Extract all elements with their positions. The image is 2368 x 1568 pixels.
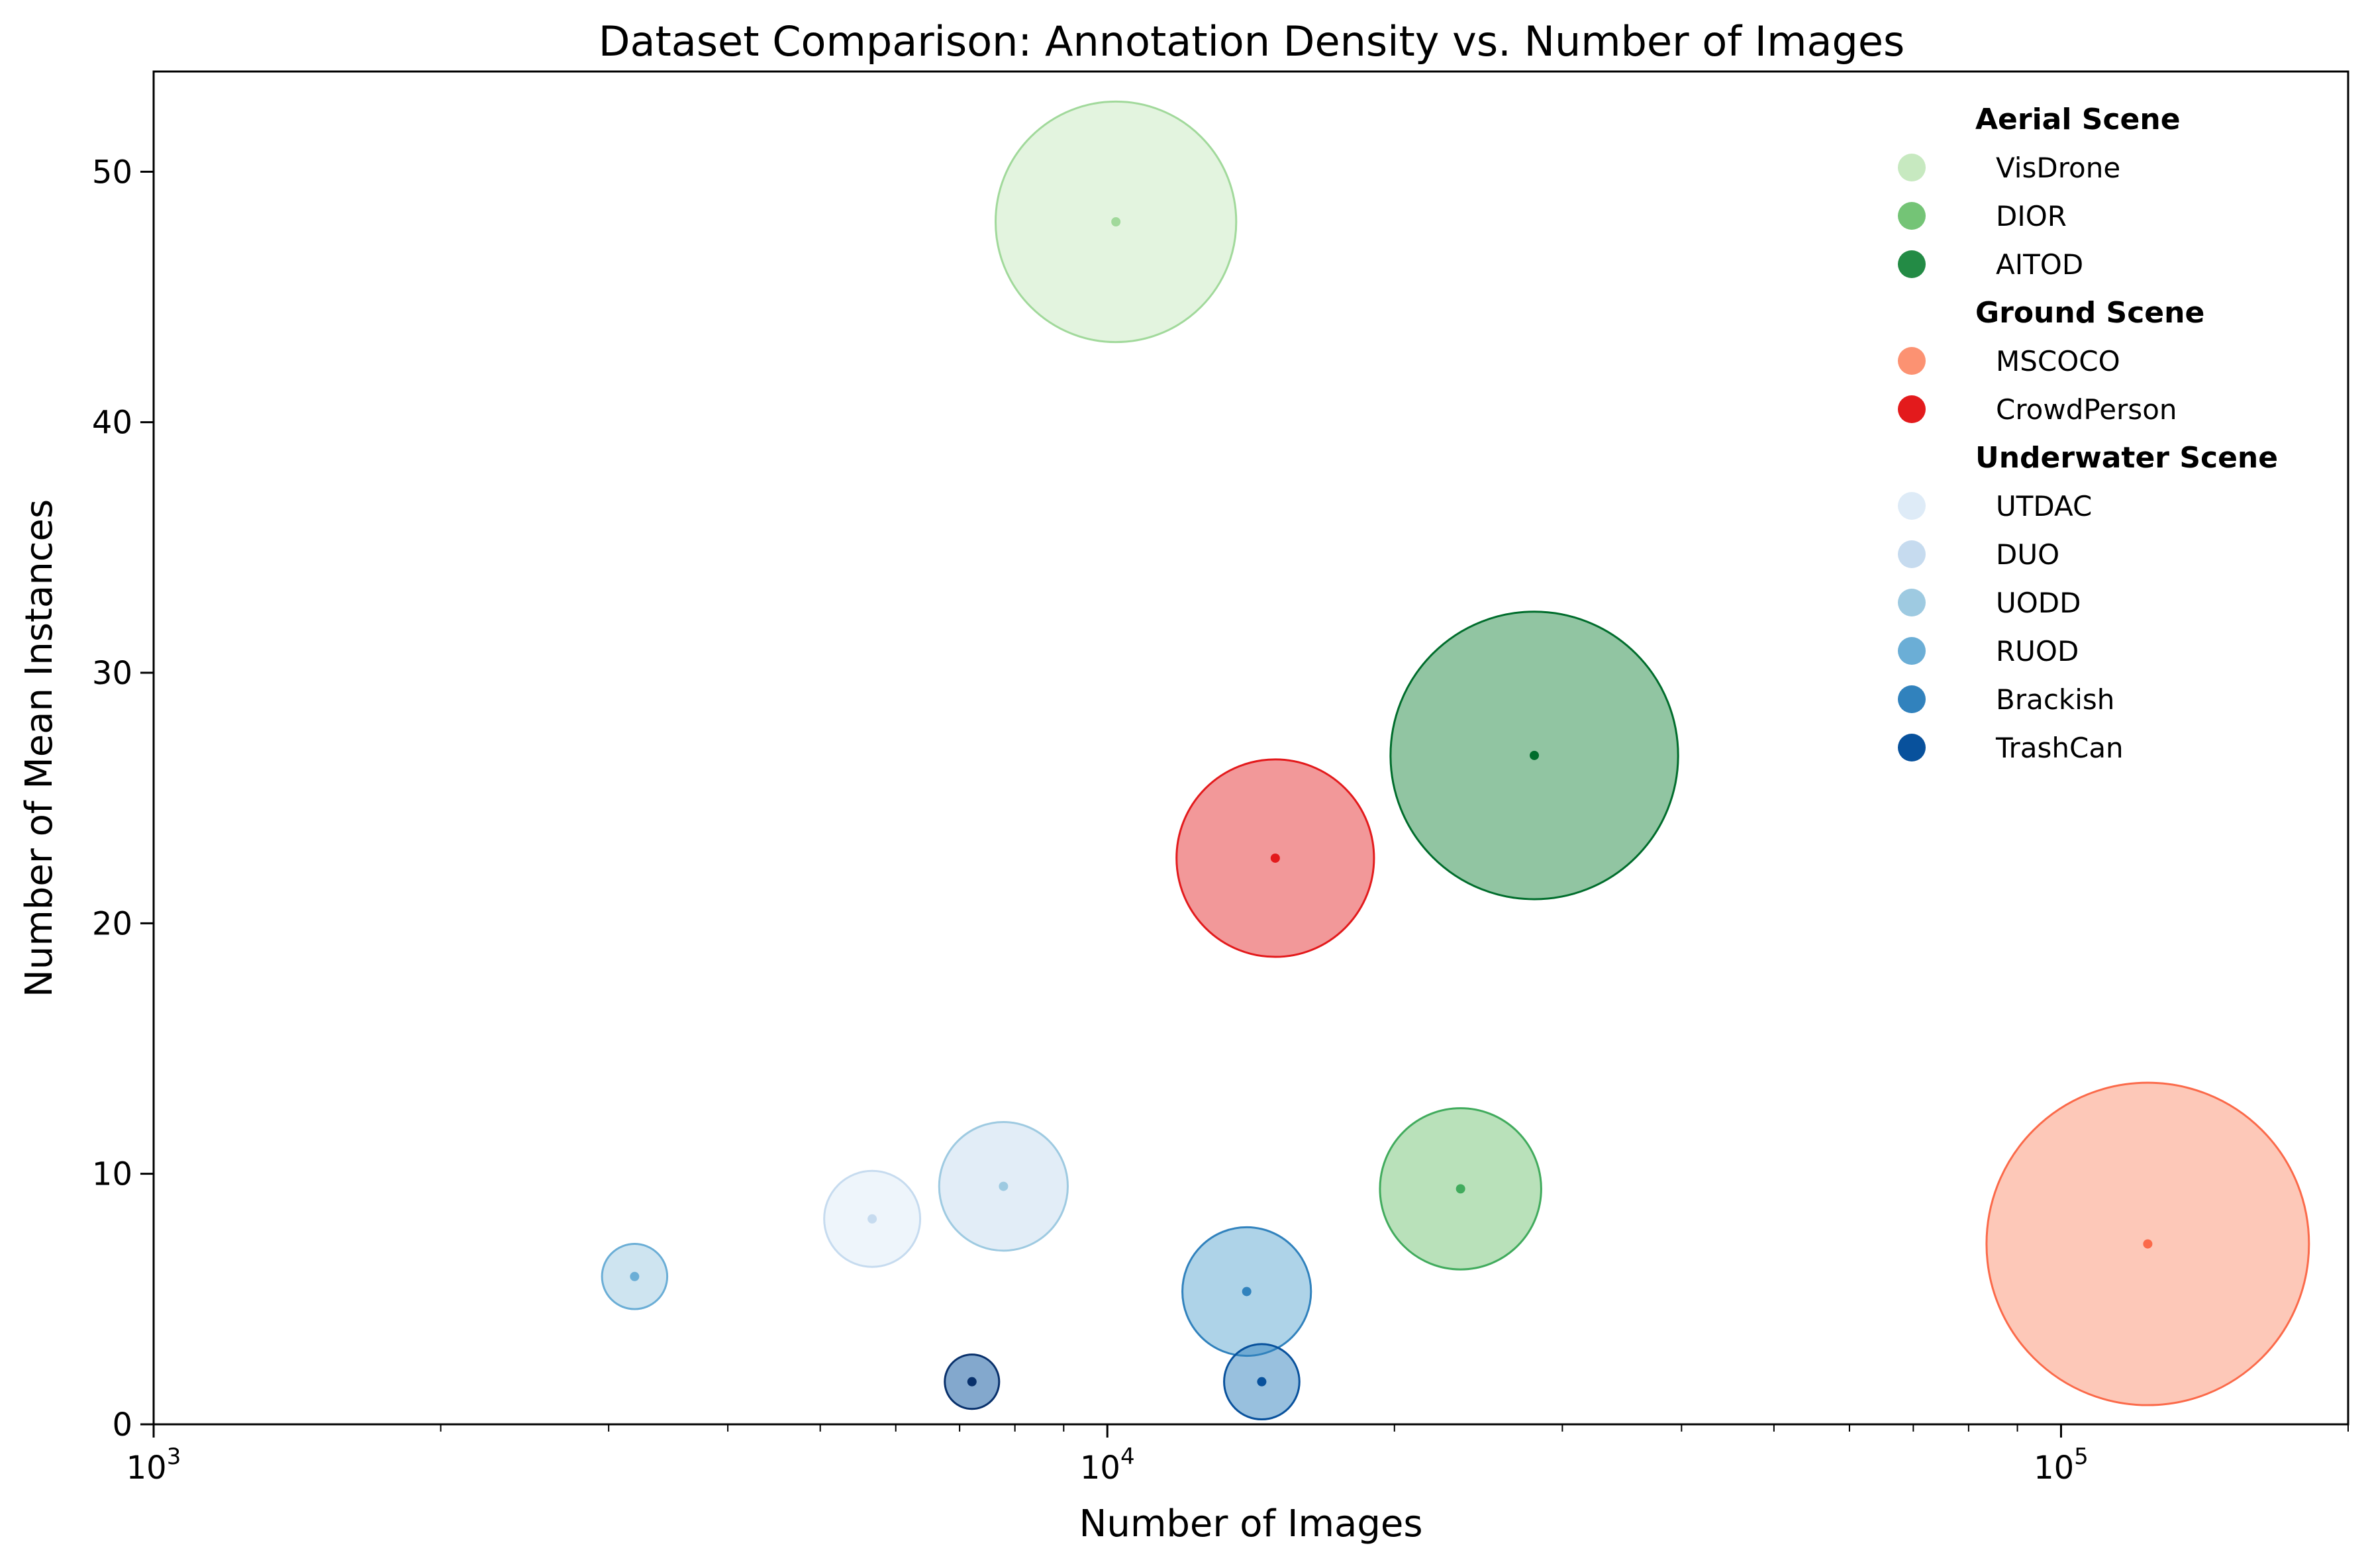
y-tick-label: 40 [92, 405, 132, 442]
legend-label-brackish: Brackish [1996, 683, 2114, 716]
legend-label-trashcan: TrashCan [1995, 732, 2124, 764]
axes-frame [152, 70, 2349, 1426]
point-aitod [1530, 750, 1540, 760]
legend-label-utdac: UTDAC [1996, 490, 2092, 522]
y-tick-label: 20 [92, 905, 132, 942]
point-dior [1455, 1184, 1465, 1194]
legend-marker-visdrone [1898, 154, 1926, 181]
x-tick-base: 10 [126, 1449, 167, 1487]
x-tick-exponent: 4 [1120, 1444, 1135, 1470]
x-tick-base: 10 [1080, 1449, 1120, 1487]
y-axis-label: Number of Mean Instances [18, 499, 61, 997]
x-tick-exponent: 5 [2074, 1444, 2089, 1470]
legend-label-crowdperson: CrowdPerson [1996, 393, 2177, 426]
point-uodd [630, 1271, 640, 1281]
point-crowdperson [1270, 853, 1280, 863]
x-axis-ticks: 103 104 105 [126, 1424, 2349, 1487]
legend-marker-uodd [1898, 589, 1926, 616]
y-tick-label: 30 [92, 655, 132, 692]
x-tick-label: 104 [1080, 1444, 1135, 1487]
x-tick-base: 10 [2034, 1449, 2074, 1487]
y-tick-label: 0 [112, 1406, 132, 1444]
legend-group-ground-scene: Ground Scene [1975, 296, 2204, 330]
legend-marker-aitod [1898, 250, 1926, 278]
legend-label-visdrone: VisDrone [1996, 152, 2120, 184]
legend-group-aerial-scene: Aerial Scene [1975, 103, 2181, 136]
legend-marker-mscoco [1898, 347, 1926, 375]
y-tick-label: 50 [92, 154, 132, 191]
x-tick-label: 105 [2034, 1444, 2089, 1487]
legend-label-uodd: UODD [1996, 587, 2081, 619]
legend-marker-duo [1898, 540, 1926, 568]
legend-label-dior: DIOR [1996, 200, 2067, 232]
point-utdac [867, 1214, 877, 1224]
legend-label-ruod: RUOD [1996, 635, 2079, 667]
x-tick-label: 103 [126, 1444, 181, 1487]
legend-marker-crowdperson [1898, 395, 1926, 423]
x-axis-label: Number of Images [1079, 1502, 1422, 1545]
point-mscoco [2143, 1239, 2153, 1249]
legend-label-duo: DUO [1996, 538, 2059, 571]
legend-label-aitod: AITOD [1996, 248, 2083, 281]
center-dot-layer [630, 217, 2153, 1387]
legend-group-underwater-scene: Underwater Scene [1975, 441, 2278, 475]
point-trashcan [967, 1377, 977, 1387]
legend-marker-utdac [1898, 492, 1926, 520]
point-brackish [1257, 1377, 1267, 1387]
chart-title: Dataset Comparison: Annotation Density v… [599, 17, 1905, 66]
point-duo [999, 1181, 1009, 1191]
legend-marker-ruod [1898, 637, 1926, 665]
x-tick-exponent: 3 [167, 1444, 181, 1470]
legend-marker-trashcan [1898, 734, 1926, 761]
legend-marker-dior [1898, 202, 1926, 230]
point-visdrone [1111, 217, 1121, 226]
point-ruod [1242, 1287, 1252, 1297]
y-axis-ticks: 0 10 20 30 40 50 [92, 154, 154, 1444]
y-tick-label: 10 [92, 1156, 132, 1193]
legend-marker-brackish [1898, 685, 1926, 713]
legend: Aerial Scene VisDrone DIOR AITOD Ground Scen… [1898, 103, 2278, 764]
plot-area [152, 70, 2349, 1426]
legend-label-mscoco: MSCOCO [1996, 345, 2120, 377]
